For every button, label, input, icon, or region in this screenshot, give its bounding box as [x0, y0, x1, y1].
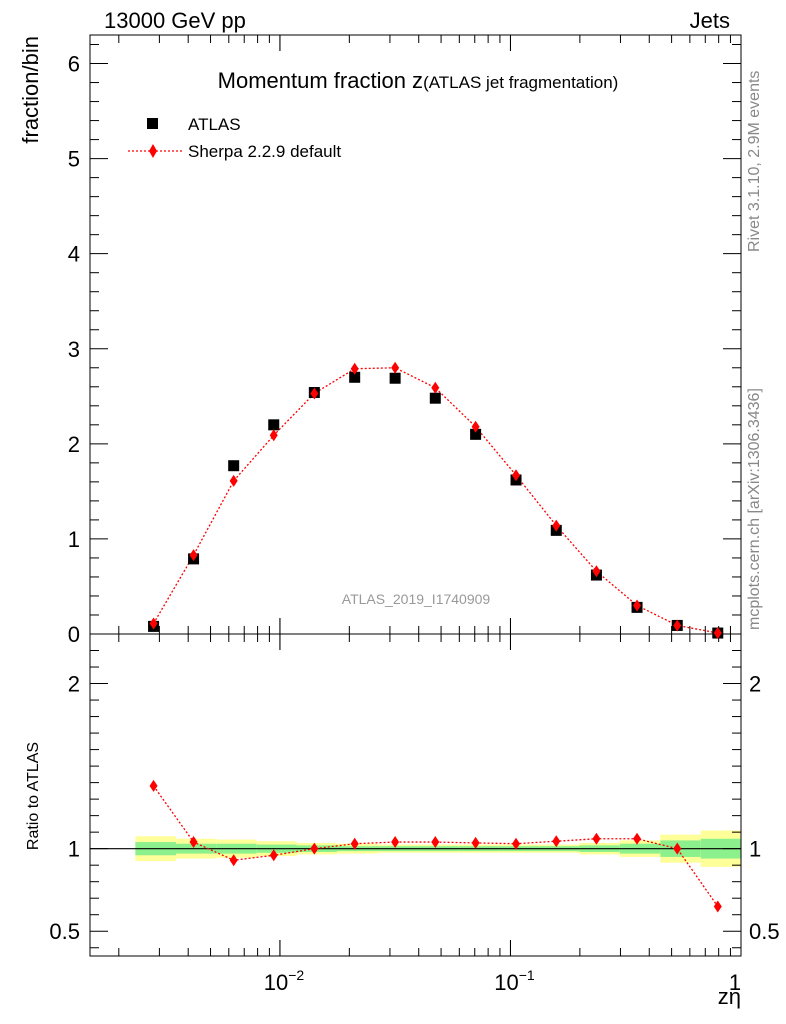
- ratio-point-sherpa: [633, 832, 642, 845]
- legend: ATLAS Sherpa 2.2.9 default: [128, 115, 341, 161]
- header-observable: Jets: [689, 8, 730, 33]
- data-point-sherpa: [189, 549, 198, 562]
- data-point-atlas: [470, 428, 482, 440]
- ratio-point-sherpa: [310, 842, 319, 855]
- data-point-sherpa: [552, 519, 561, 532]
- main-y-tick-label: 5: [68, 147, 80, 172]
- x-tick-label: 10−1: [494, 967, 535, 995]
- ratio-point-sherpa: [592, 832, 601, 845]
- data-point-sherpa: [633, 599, 642, 612]
- ratio-point-sherpa: [512, 837, 521, 850]
- data-point-atlas: [389, 372, 401, 384]
- ratio-point-sherpa: [350, 837, 359, 850]
- ratio-point-sherpa: [431, 836, 440, 849]
- data-point-sherpa: [713, 627, 722, 640]
- main-title-subtext: (ATLAS jet fragmentation): [423, 73, 618, 92]
- x-axis-label: zη: [718, 984, 741, 1009]
- data-point-sherpa: [592, 565, 601, 578]
- legend-atlas-label: ATLAS: [188, 115, 241, 134]
- watermark-label: ATLAS_2019_I1740909: [342, 591, 491, 607]
- data-point-atlas: [429, 392, 441, 404]
- main-title-text: Momentum fraction z: [218, 68, 423, 93]
- ratio-y-tick-label-right: 1: [749, 837, 761, 862]
- ratio-point-sherpa: [229, 854, 238, 867]
- ratio-y-tick-label-right: 0.5: [749, 919, 780, 944]
- main-y-tick-label: 3: [68, 337, 80, 362]
- data-point-sherpa: [471, 420, 480, 433]
- legend-sherpa-marker: [149, 144, 157, 158]
- ratio-point-sherpa: [713, 900, 722, 913]
- data-point-atlas: [268, 419, 280, 431]
- ratio-y-axis-label: Ratio to ATLAS: [25, 742, 42, 850]
- main-title: Momentum fraction z(ATLAS jet fragmentat…: [218, 68, 619, 93]
- data-point-sherpa: [391, 361, 400, 374]
- main-y-tick-label: 1: [68, 527, 80, 552]
- ratio-frame: [89, 633, 742, 957]
- data-point-sherpa: [269, 429, 278, 442]
- main-y-axis-label: fraction/bin: [18, 36, 43, 144]
- main-y-tick-label: 4: [68, 242, 80, 267]
- data-point-sherpa: [673, 619, 682, 632]
- x-tick-label: 10−2: [264, 967, 305, 995]
- data-point-sherpa: [431, 381, 440, 394]
- data-point-atlas: [349, 371, 361, 383]
- ratio-point-sherpa: [149, 779, 158, 792]
- data-point-atlas: [228, 460, 240, 472]
- ratio-y-tick-label: 0.5: [49, 919, 80, 944]
- ratio-line-sherpa: [153, 785, 719, 907]
- main-y-tick-label: 6: [68, 52, 80, 77]
- ratio-point-sherpa: [391, 836, 400, 849]
- ratio-y-tick-label: 1: [68, 837, 80, 862]
- ratio-point-sherpa: [189, 836, 198, 849]
- header-process: 13000 GeV pp: [104, 8, 246, 33]
- data-point-sherpa: [229, 474, 238, 487]
- ratio-point-sherpa: [552, 835, 561, 848]
- main-y-tick-label: 0: [68, 622, 80, 647]
- main-y-tick-label: 2: [68, 432, 80, 457]
- legend-sherpa-label: Sherpa 2.2.9 default: [188, 142, 341, 161]
- data-point-sherpa: [310, 387, 319, 400]
- ratio-point-sherpa: [269, 849, 278, 862]
- ratio-y-tick-label-right: 2: [749, 672, 761, 697]
- x-tick-label: 1: [729, 970, 741, 995]
- ratio-point-sherpa: [673, 842, 682, 855]
- data-point-sherpa: [350, 362, 359, 375]
- data-point-sherpa: [149, 617, 158, 630]
- ratio-y-tick-label: 2: [68, 672, 80, 697]
- ratio-point-sherpa: [471, 836, 480, 849]
- data-point-sherpa: [512, 469, 521, 482]
- legend-atlas-marker: [147, 118, 158, 129]
